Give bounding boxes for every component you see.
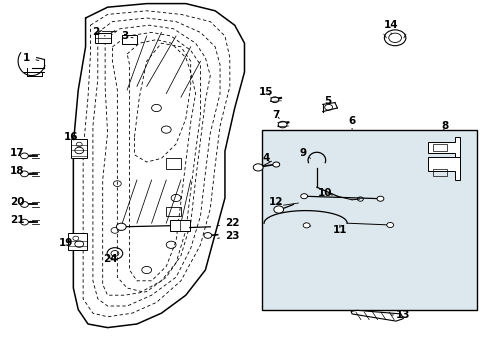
Bar	[122, 35, 137, 44]
Bar	[166, 207, 181, 216]
Bar	[432, 169, 447, 176]
Bar	[170, 220, 189, 231]
Circle shape	[376, 196, 383, 201]
Bar	[95, 33, 111, 43]
Circle shape	[203, 233, 211, 238]
Circle shape	[278, 121, 286, 128]
Bar	[68, 233, 87, 250]
Circle shape	[20, 171, 28, 177]
Circle shape	[386, 222, 393, 228]
Circle shape	[273, 206, 283, 213]
Circle shape	[272, 162, 279, 167]
Text: 23: 23	[217, 231, 239, 241]
Text: 4: 4	[262, 153, 270, 163]
Text: 5: 5	[324, 96, 330, 106]
Polygon shape	[350, 310, 403, 321]
Polygon shape	[427, 137, 459, 158]
Text: 17: 17	[10, 148, 34, 158]
Text: 19: 19	[59, 238, 73, 248]
Text: 6: 6	[348, 116, 355, 130]
Text: 14: 14	[383, 20, 398, 34]
Text: 22: 22	[217, 218, 239, 228]
Polygon shape	[427, 157, 459, 180]
Text: 9: 9	[299, 148, 310, 158]
Bar	[71, 139, 87, 158]
Text: 16: 16	[63, 132, 78, 142]
Circle shape	[116, 223, 126, 230]
Circle shape	[20, 153, 28, 159]
Text: 18: 18	[10, 166, 34, 176]
Bar	[261, 130, 476, 310]
Text: 2: 2	[92, 27, 105, 37]
Text: 7: 7	[272, 110, 280, 120]
Text: 13: 13	[390, 310, 410, 320]
Text: 1: 1	[23, 53, 39, 63]
Circle shape	[300, 194, 307, 199]
Text: 10: 10	[317, 188, 332, 198]
Circle shape	[20, 202, 28, 207]
Text: 3: 3	[121, 31, 133, 41]
Text: 8: 8	[441, 121, 447, 131]
Bar	[166, 158, 181, 169]
Text: 12: 12	[268, 197, 283, 207]
Bar	[432, 144, 447, 151]
Text: 21: 21	[10, 215, 34, 225]
Text: 20: 20	[10, 197, 34, 207]
Circle shape	[20, 219, 28, 225]
Text: 15: 15	[259, 87, 273, 97]
Circle shape	[303, 223, 309, 228]
Circle shape	[270, 97, 278, 103]
Text: 11: 11	[332, 225, 346, 235]
Circle shape	[253, 164, 263, 171]
Text: 24: 24	[102, 254, 117, 264]
